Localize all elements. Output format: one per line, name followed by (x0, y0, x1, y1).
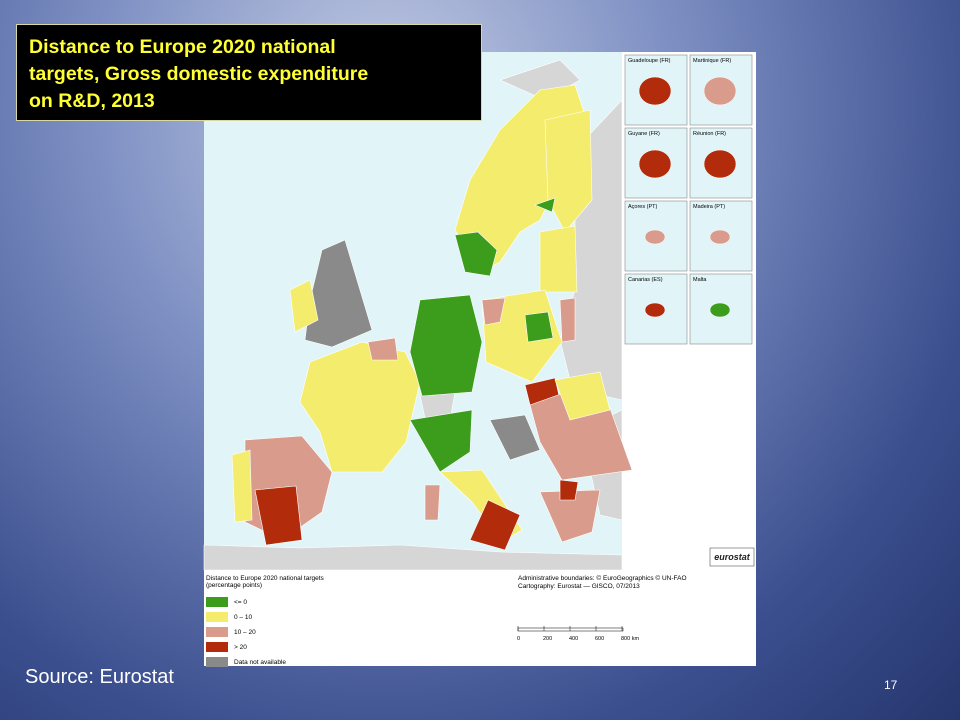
legend-swatch (206, 612, 228, 622)
slide-title: Distance to Europe 2020 national targets,… (16, 24, 482, 121)
inset-label: Açores (PT) (628, 204, 658, 210)
scale-label: 600 (595, 636, 604, 642)
inset-shape (709, 302, 731, 318)
inset-shape (638, 76, 672, 106)
regions (231, 84, 633, 551)
insets: Guadeloupe (FR) Martinique (FR) Guyane (FR… (624, 54, 753, 345)
inset-shape (644, 229, 666, 245)
scale-label: 0 (517, 636, 520, 642)
page-number: 17 (884, 678, 898, 692)
title-line: targets, Gross domestic expenditure (29, 63, 369, 85)
legend: Distance to Europe 2020 national targets… (206, 574, 687, 667)
source: Source: Eurostat (25, 666, 174, 688)
logo: eurostat (714, 552, 751, 562)
legend-label: > 20 (234, 644, 247, 651)
scale-label: 800 km (621, 636, 639, 642)
scale-bar (517, 627, 624, 632)
legend-swatch (206, 657, 228, 667)
inset-shape (703, 76, 737, 106)
scale-label: 200 (543, 636, 552, 642)
title-line: on R&D, 2013 (29, 90, 155, 112)
inset-shape (638, 149, 672, 179)
inset-label: Canarias (ES) (628, 277, 663, 283)
inset-label: Martinique (FR) (693, 58, 731, 64)
credit: Administrative boundaries: © EuroGeograp… (518, 574, 687, 582)
inset-shape (709, 229, 731, 245)
legend-swatch (206, 627, 228, 637)
title-line: Distance to Europe 2020 national (29, 36, 336, 58)
legend-label: 0 – 10 (234, 614, 252, 621)
logo-box (709, 547, 755, 567)
legend-title: Distance to Europe 2020 national targets (206, 575, 325, 582)
legend-label: <= 0 (234, 599, 247, 606)
inset-shape (644, 302, 666, 318)
credit: Cartography: Eurostat — GISCO, 07/2013 (518, 583, 640, 590)
inset-label: Madeira (PT) (693, 204, 725, 210)
scale-label: 400 (569, 636, 578, 642)
legend-label: 10 – 20 (234, 629, 256, 636)
inset-label: Malta (693, 277, 707, 283)
legend-title: (percentage points) (206, 582, 262, 589)
legend-swatch (206, 642, 228, 652)
inset-shape (703, 149, 737, 179)
legend-label: Data not available (234, 659, 286, 666)
inset-label: Réunion (FR) (693, 131, 726, 137)
legend-swatch (206, 597, 228, 607)
inset-label: Guyane (FR) (628, 131, 660, 137)
inset-label: Guadeloupe (FR) (628, 58, 671, 64)
